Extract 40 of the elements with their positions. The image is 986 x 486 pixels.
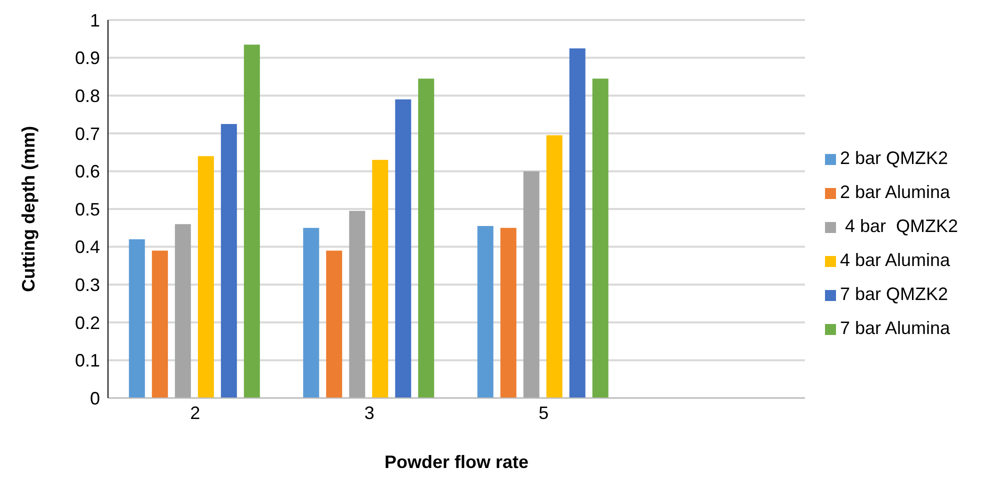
legend-label: 4 bar Alumina [840, 250, 950, 270]
bar [326, 250, 342, 398]
legend-label: 2 bar QMZK2 [840, 148, 948, 168]
bar [372, 160, 388, 398]
y-tick-label: 0.8 [74, 86, 100, 106]
bar [198, 156, 214, 398]
bar [569, 48, 586, 398]
bar [152, 250, 168, 398]
y-tick-label: 0.7 [74, 124, 100, 144]
y-axis-title: Cutting depth (mm) [18, 126, 38, 292]
y-tick-label: 1 [90, 10, 100, 30]
y-tick-label: 0.6 [74, 162, 100, 182]
bar [220, 124, 237, 398]
bar [244, 44, 260, 398]
bar [174, 224, 191, 398]
bar [418, 78, 434, 398]
legend-label: 7 bar Alumina [840, 318, 950, 338]
bar [546, 135, 562, 398]
y-tick-label: 0 [90, 388, 100, 408]
bar [523, 171, 540, 398]
y-tick-label: 0.4 [74, 237, 100, 258]
bar [395, 99, 412, 398]
legend-label: 4 bar QMZK2 [844, 216, 958, 236]
bar [500, 228, 516, 398]
bar [349, 210, 366, 398]
bar [477, 226, 494, 398]
bar [128, 239, 145, 398]
legend-label: 7 bar QMZK2 [840, 284, 948, 304]
x-axis-title: Powder flow rate [384, 452, 528, 472]
bar [592, 78, 608, 398]
y-tick-label: 0.9 [74, 48, 100, 68]
x-tick-label: 2 [190, 402, 200, 423]
x-tick-label: 5 [538, 402, 549, 423]
y-tick-label: 0.3 [74, 274, 100, 295]
y-tick-label: 0.2 [74, 312, 100, 333]
bar [303, 228, 320, 398]
y-tick-label: 0.1 [74, 350, 100, 371]
x-tick-label: 3 [364, 402, 374, 423]
legend-label: 2 bar Alumina [840, 182, 950, 202]
y-tick-label: 0.5 [74, 199, 100, 220]
